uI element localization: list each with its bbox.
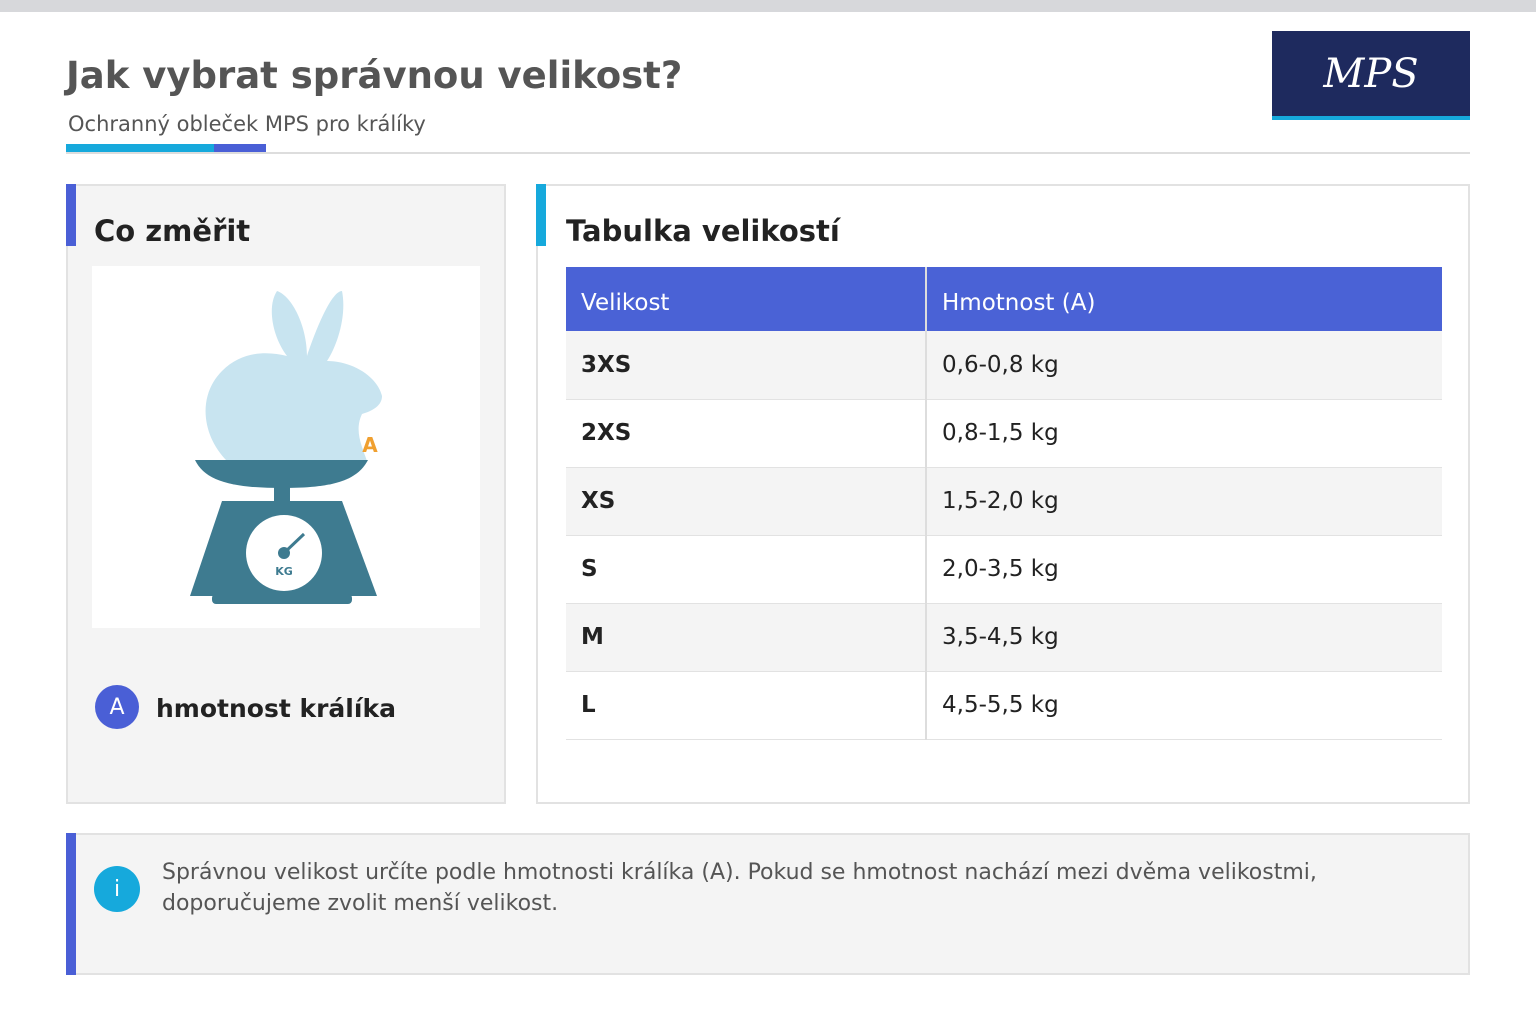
table-cell: 1,5-2,0 kg — [926, 467, 1442, 536]
underline-cyan — [66, 144, 214, 152]
logo: MPS — [1272, 31, 1470, 120]
page-title: Jak vybrat správnou velikost? — [66, 54, 683, 97]
table-cell: 3,5-4,5 kg — [926, 603, 1442, 672]
accent — [66, 833, 76, 975]
table-row: XS 1,5-2,0 kg — [566, 467, 1442, 536]
table-cell: XS — [566, 467, 927, 536]
accent — [536, 184, 546, 246]
info-text: Správnou velikost určíte podle hmotnosti… — [162, 860, 1317, 916]
table-row: L 4,5-5,5 kg — [566, 671, 1442, 740]
panel-title: Co změřit — [94, 214, 251, 248]
scale-pan — [195, 460, 368, 488]
size-table: Velikost Hmotnost (A) 3XS 0,6-0,8 kg 2XS 0,8… — [566, 267, 1442, 740]
legend-label: hmotnost králíka — [156, 694, 396, 723]
table-cell: 2XS — [566, 399, 927, 468]
legend-badge: A — [95, 685, 139, 729]
table-cell: 0,8-1,5 kg — [926, 399, 1442, 468]
table-header: Velikost Hmotnost (A) — [566, 267, 1442, 331]
info-icon: i — [94, 866, 140, 912]
table-cell: 4,5-5,5 kg — [926, 671, 1442, 740]
table-cell: 0,6-0,8 kg — [926, 331, 1442, 400]
illustration: A KG — [92, 266, 480, 628]
divider — [66, 152, 1470, 154]
top-bar — [0, 0, 1536, 12]
info-box — [66, 833, 1470, 975]
table-body: 3XS 0,6-0,8 kg 2XS 0,8-1,5 kg XS 1,5-2,0 kg S 2… — [566, 331, 1442, 740]
table-cell: L — [566, 671, 927, 740]
table-cell: S — [566, 535, 927, 604]
table-row: 3XS 0,6-0,8 kg — [566, 331, 1442, 400]
subtitle: Ochranný obleček MPS pro králíky — [68, 112, 426, 136]
underline-blue — [214, 144, 266, 152]
table-cell: 2,0-3,5 kg — [926, 535, 1442, 604]
needle-hub — [278, 547, 290, 559]
rabbit — [205, 291, 382, 461]
table-cell: M — [566, 603, 927, 672]
table-row: S 2,0-3,5 kg — [566, 535, 1442, 604]
table-row: 2XS 0,8-1,5 kg — [566, 399, 1442, 468]
table-row: M 3,5-4,5 kg — [566, 603, 1442, 672]
accent — [66, 184, 76, 246]
column-header: Hmotnost (A) — [926, 267, 1442, 331]
column-header: Velikost — [566, 267, 927, 331]
marker: A — [362, 433, 378, 457]
scale-neck — [274, 486, 290, 504]
table-cell: 3XS — [566, 331, 927, 400]
scale-foot — [212, 594, 352, 604]
dial-unit: KG — [275, 565, 293, 578]
panel-title: Tabulka velikostí — [566, 214, 840, 248]
